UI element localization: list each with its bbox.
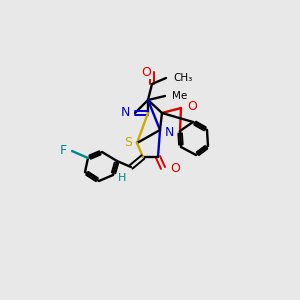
Text: F: F	[60, 145, 67, 158]
Text: O: O	[141, 65, 151, 79]
Text: H: H	[118, 173, 126, 183]
Text: Me: Me	[172, 91, 187, 101]
Text: S: S	[124, 136, 132, 149]
Text: O: O	[187, 100, 197, 112]
Text: O: O	[170, 163, 180, 176]
Text: N: N	[121, 106, 130, 119]
Text: N: N	[165, 125, 174, 139]
Text: CH₃: CH₃	[173, 73, 192, 83]
